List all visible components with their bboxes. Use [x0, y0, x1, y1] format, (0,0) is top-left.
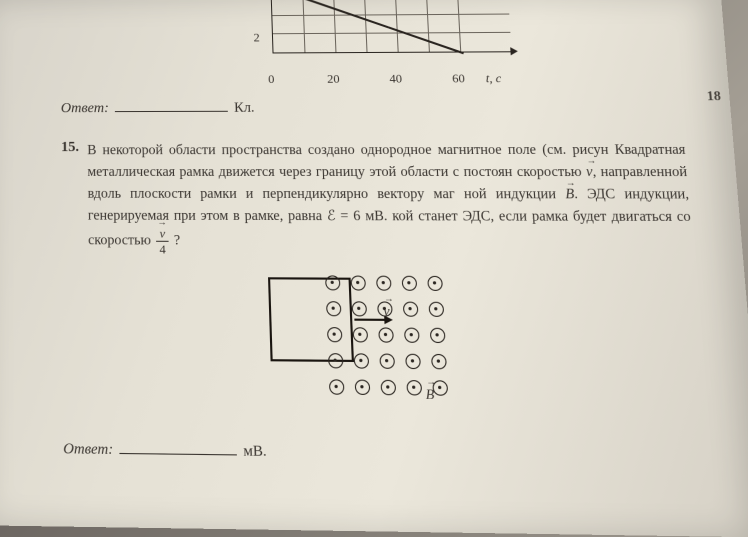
field-dot	[327, 353, 343, 368]
field-dot	[352, 327, 368, 342]
answer-blank	[115, 97, 228, 112]
field-dot	[429, 327, 445, 342]
problem-text: В некоторой области пространства создано…	[87, 139, 694, 257]
field-dot	[430, 354, 446, 369]
page-edge-number: 18	[706, 88, 721, 105]
answer-unit-15: мВ.	[243, 443, 267, 461]
field-dot	[406, 380, 422, 396]
fraction-v4: v 4	[156, 227, 168, 256]
field-dot	[402, 301, 418, 316]
field-dot	[377, 301, 393, 316]
problem-line4a: ной индукции	[464, 185, 566, 201]
field-dot	[325, 275, 340, 290]
problem-line3a: скоростью	[516, 163, 586, 179]
problem-line1: В некоторой области пространства создано…	[87, 141, 609, 157]
field-dot	[379, 353, 395, 368]
problem-number: 15.	[61, 140, 80, 255]
field-dot	[401, 275, 417, 290]
field-dot	[354, 379, 370, 395]
frac-numerator: v	[156, 227, 168, 242]
vec-v-inline: v	[585, 163, 592, 179]
answer-row-15: Ответ: мВ.	[63, 438, 710, 467]
chart-ylabel-2: 2	[253, 30, 260, 45]
answer-label-15: Ответ:	[63, 441, 113, 459]
square-frame	[267, 277, 353, 362]
field-dot	[405, 353, 421, 368]
problem-15: 15. В некоторой области пространства соз…	[61, 139, 694, 257]
answer-unit: Кл.	[234, 100, 255, 116]
chart-axis-label: t, с	[485, 71, 501, 87]
field-diagram: v B	[263, 271, 494, 414]
field-dot	[427, 276, 443, 291]
chart-q14: 2 0 20 40 60 t, с	[252, 0, 535, 69]
field-dot	[328, 379, 344, 395]
field-dot	[375, 275, 391, 290]
field-dot	[428, 301, 444, 316]
field-dot	[432, 380, 448, 396]
field-dot	[403, 327, 419, 342]
field-dot	[378, 327, 394, 342]
chart-xlabel-40: 40	[389, 71, 402, 86]
field-dot	[326, 327, 342, 342]
field-dot	[350, 275, 366, 290]
chart-xlabel-20: 20	[327, 72, 340, 87]
field-dot	[351, 301, 367, 316]
answer-label: Ответ:	[61, 101, 109, 117]
answer-blank-15	[119, 438, 237, 455]
chart-xlabel-60: 60	[452, 71, 465, 86]
field-dot	[380, 379, 396, 395]
field-dot	[353, 353, 369, 368]
answer-row-14: Ответ: Кл.	[61, 96, 683, 117]
problem-line5-end: ?	[174, 232, 181, 248]
chart-axes	[271, 0, 512, 53]
frac-denominator: 4	[159, 241, 166, 255]
vec-b-inline: B	[565, 185, 575, 201]
field-dot	[325, 301, 340, 316]
chart-xlabel-0: 0	[268, 72, 275, 87]
